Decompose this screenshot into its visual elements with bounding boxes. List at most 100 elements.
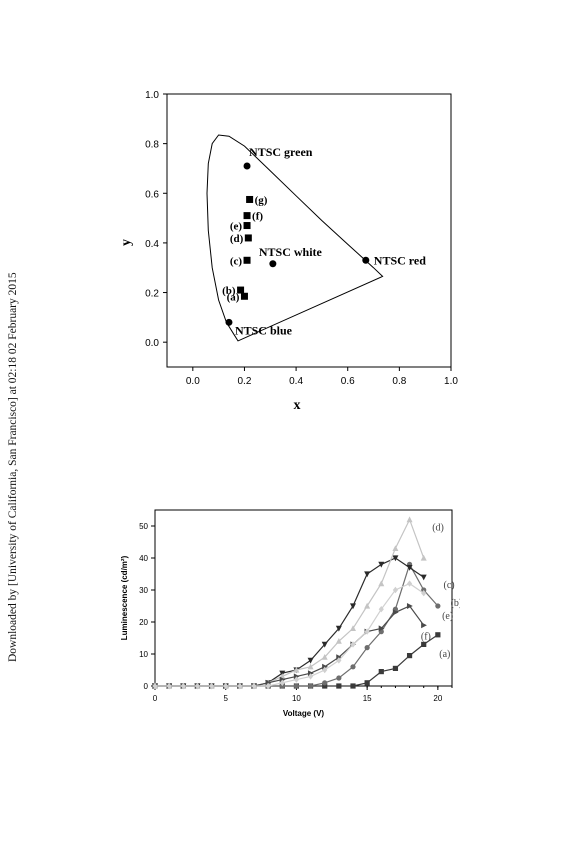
reference-point-label: NTSC blue: [235, 323, 293, 337]
sample-point: [246, 195, 254, 203]
x-tick-label: 0.2: [238, 376, 252, 387]
data-point: [350, 603, 356, 610]
sample-point-label: (g): [255, 194, 268, 206]
sample-point: [243, 212, 251, 220]
data-point: [321, 641, 328, 648]
data-point: [392, 555, 399, 562]
x-tick-label: 0.4: [289, 376, 303, 387]
reference-point-label: NTSC red: [374, 253, 426, 267]
data-point: [421, 622, 427, 629]
sample-point: [243, 222, 251, 230]
data-point: [378, 580, 385, 587]
data-point: [166, 682, 172, 690]
data-point: [208, 682, 215, 690]
data-point: [392, 545, 399, 551]
data-point: [420, 554, 427, 561]
y-axis-label: Luminescence (cd/m²): [120, 555, 129, 640]
y-tick-label: 1.0: [145, 90, 159, 101]
x-tick-label: 0.6: [341, 376, 355, 387]
x-tick-label: 5: [223, 694, 228, 703]
reference-point-ntsc-red: [362, 256, 370, 264]
sample-point: [244, 234, 252, 242]
sample-point-label: (e): [230, 221, 243, 233]
plot-frame: [154, 509, 453, 687]
data-point: [350, 664, 356, 670]
data-point: [378, 669, 384, 675]
plot-frame: [166, 93, 452, 368]
series-e: [152, 603, 427, 689]
series-line: [155, 518, 425, 687]
download-notice-text: Downloaded by [University of California,…: [7, 272, 19, 662]
cie-chromaticity-chart: 0.0 0.2 0.4 0.6 0.8 1.0 0.0 0.2 0.4 0.6 0.8 1.0 x y NT…: [119, 90, 458, 412]
reference-point-ntsc-white: [269, 260, 277, 268]
data-point: [307, 663, 314, 670]
series-label: (f): [421, 631, 431, 642]
data-point: [223, 682, 229, 690]
data-point: [406, 516, 413, 523]
data-point: [435, 603, 441, 609]
y-tick-label: 40: [139, 554, 148, 563]
x-tick-label: 1.0: [444, 376, 458, 387]
x-tick-label: 15: [363, 694, 372, 703]
data-point: [421, 641, 427, 647]
sample-point: [240, 292, 248, 300]
x-axis-label: x: [294, 398, 301, 412]
data-point: [307, 683, 314, 689]
y-tick-label: 50: [139, 522, 148, 531]
data-point: [336, 675, 342, 681]
x-tick-label: 0.8: [392, 376, 406, 387]
data-point: [307, 657, 314, 664]
data-point: [152, 682, 158, 690]
x-axis-label: Voltage (V): [283, 709, 325, 718]
data-point: [406, 565, 413, 571]
download-watermark: Downloaded by [University of California,…: [7, 272, 19, 662]
series-c: [152, 555, 427, 690]
reference-point-label: NTSC green: [249, 145, 313, 159]
y-axis-label: y: [119, 239, 134, 246]
sample-point-label: (f): [252, 211, 263, 223]
y-tick-label: 0.4: [145, 239, 159, 250]
series-label: (c): [444, 580, 455, 591]
data-point: [350, 641, 356, 648]
data-point: [251, 682, 257, 690]
data-point: [322, 680, 328, 686]
series-label: (a): [439, 649, 450, 660]
luminescence-voltage-chart: 0 5 10 15 20 0 10 20 30 40 50 Voltage (V) Luminescen…: [120, 509, 460, 718]
y-tick-label: 10: [139, 650, 148, 659]
data-point: [406, 603, 413, 609]
data-point: [392, 665, 399, 671]
sample-point-label: (d): [230, 233, 244, 245]
data-point: [364, 680, 370, 686]
sample-point: [237, 286, 245, 294]
sample-point-label: (a): [227, 291, 240, 303]
y-tick-label: 0: [144, 682, 149, 691]
series-label: (d): [432, 523, 444, 534]
x-tick-label: 0.0: [186, 376, 200, 387]
x-tick-label: 10: [292, 694, 301, 703]
data-point: [194, 682, 201, 690]
x-tick-label: 0: [153, 694, 158, 703]
reference-point-ntsc-green: [243, 162, 251, 170]
data-point: [350, 625, 356, 631]
y-tick-label: 0.6: [145, 189, 159, 200]
data-point: [406, 653, 413, 659]
spectral-locus: [206, 134, 384, 342]
data-point: [293, 666, 300, 673]
y-tick-label: 0.0: [145, 338, 159, 349]
reference-point-label: NTSC white: [259, 245, 323, 259]
reference-point-ntsc-blue: [225, 318, 233, 326]
sample-point-label: (c): [230, 255, 243, 267]
series-label: (b): [451, 598, 460, 609]
y-tick-label: 0.2: [145, 289, 159, 300]
sample-point: [243, 256, 251, 264]
data-point: [435, 632, 441, 638]
data-point: [321, 654, 328, 660]
y-tick-label: 20: [139, 618, 148, 627]
data-point: [364, 645, 370, 651]
y-tick-label: 0.8: [145, 140, 159, 151]
data-point: [293, 683, 300, 689]
data-point: [335, 625, 342, 632]
data-point: [322, 683, 328, 689]
data-point: [392, 609, 399, 616]
data-point: [364, 602, 371, 609]
